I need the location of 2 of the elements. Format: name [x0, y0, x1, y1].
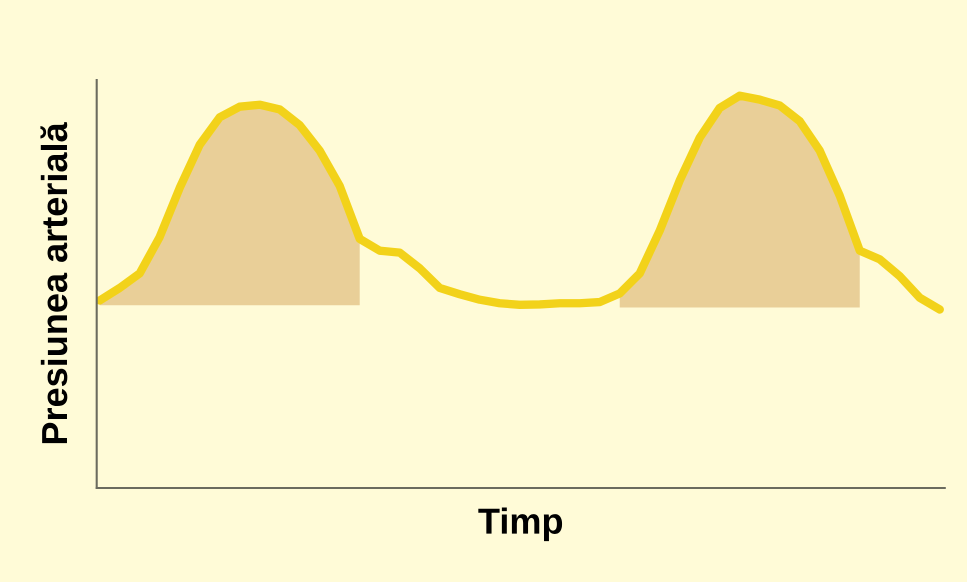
x-axis-title: Timp	[478, 507, 562, 542]
y-axis-title: Presiunea arterială	[40, 122, 68, 444]
